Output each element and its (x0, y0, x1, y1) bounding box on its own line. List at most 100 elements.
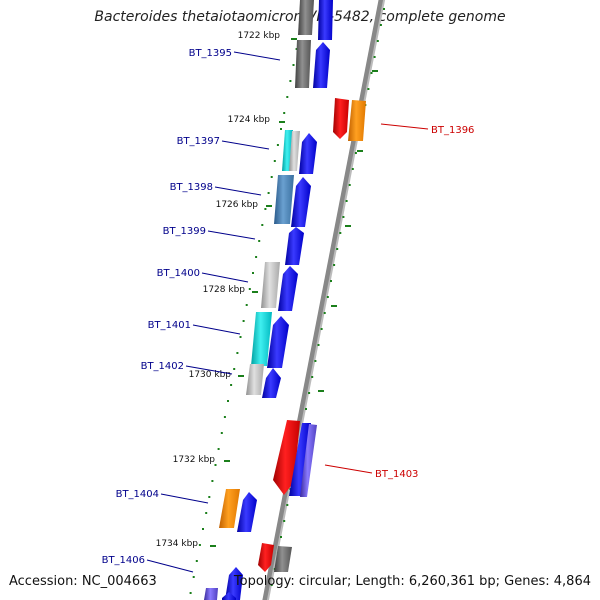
gene-leader-line (192, 324, 241, 335)
guide-dot (379, 24, 382, 26)
guide-dot (289, 80, 292, 82)
gene-leader-line (324, 464, 373, 474)
gene-block[interactable] (274, 175, 294, 224)
guide-dot (348, 184, 351, 186)
gene-arrow[interactable] (267, 316, 289, 368)
guide-dot (320, 328, 323, 330)
guide-dot (367, 88, 370, 90)
gene-label[interactable]: BT_1398 (170, 182, 213, 193)
gene-arrow[interactable] (225, 567, 243, 600)
gene-labels: BT_1395 BT_1396 BT_1397 BT_1398 BT_1399 BT_14… (102, 48, 474, 573)
guide-dot (270, 584, 273, 586)
gene-arrow[interactable] (313, 42, 330, 88)
guide-dot (280, 128, 282, 130)
guide-dot (261, 224, 264, 226)
gene-label[interactable]: BT_1400 (157, 268, 200, 279)
guide-dot (370, 72, 373, 74)
gene-label[interactable]: BT_1399 (163, 226, 206, 237)
gene-leader-line (214, 186, 262, 196)
genome-backbone (262, 0, 384, 600)
gene-block[interactable] (251, 312, 272, 366)
guide-dot (208, 496, 211, 498)
gene-label[interactable]: BT_1395 (189, 48, 232, 59)
guide-dot (230, 384, 233, 386)
guide-dot (248, 288, 251, 290)
gene-block[interactable] (348, 100, 366, 141)
guide-dot (192, 576, 195, 578)
guide-dot (336, 248, 339, 250)
gene-block[interactable] (204, 588, 218, 600)
gene-arrow[interactable] (237, 492, 257, 532)
guide-dot (195, 560, 198, 562)
guide-dot (267, 192, 270, 194)
guide-dot (333, 264, 336, 266)
tick-mark (291, 38, 297, 40)
guide-dot (330, 280, 332, 282)
guide-dot (373, 56, 376, 58)
guide-dot (305, 408, 307, 410)
guide-dot (326, 296, 329, 298)
gene-arrow[interactable] (258, 543, 274, 572)
guide-dot (314, 360, 317, 362)
gene-arrow[interactable] (222, 592, 236, 600)
guide-dot (283, 112, 286, 114)
kbp-tick-label: 1726 kbp (216, 200, 259, 210)
gene-arrow[interactable] (318, 0, 333, 40)
gene-arrow[interactable] (299, 133, 317, 174)
guide-dot (211, 480, 214, 482)
tick-mark (357, 150, 363, 152)
guide-dot (255, 256, 258, 258)
tick-mark (331, 305, 337, 307)
tick-mark (372, 70, 378, 72)
gene-block[interactable] (261, 262, 280, 308)
guide-dot (202, 528, 204, 530)
gene-block[interactable] (300, 424, 317, 497)
gene-arrow[interactable] (285, 227, 304, 265)
tick-mark (252, 291, 258, 293)
gene-leader-line (207, 230, 256, 240)
guide-dot (233, 368, 236, 370)
gene-arrow[interactable] (333, 98, 349, 139)
guide-dot (317, 344, 320, 346)
guide-dot (311, 376, 314, 378)
kbp-tick-label: 1722 kbp (238, 31, 281, 41)
gene-block[interactable] (295, 40, 311, 88)
genome-backbone-shadow (266, 0, 386, 600)
guide-dot (217, 448, 220, 450)
kbp-tick-label: 1730 kbp (189, 370, 232, 380)
gene-label[interactable]: BT_1402 (141, 361, 184, 372)
gene-leader-line (160, 493, 209, 504)
gene-arrow[interactable] (291, 177, 311, 227)
gene-label[interactable]: BT_1406 (102, 555, 145, 566)
guide-dot (189, 592, 192, 594)
gene-label[interactable]: BT_1404 (116, 489, 159, 500)
kbp-tick-label: 1724 kbp (228, 115, 271, 125)
kbp-tick-label: 1728 kbp (203, 285, 246, 295)
guide-dot (214, 464, 217, 466)
gene-label[interactable]: BT_1403 (375, 469, 418, 480)
guide-dot (264, 208, 267, 210)
tick-mark (318, 390, 324, 392)
tick-mark (224, 460, 230, 462)
gene-block[interactable] (274, 546, 292, 572)
guide-dot (227, 400, 229, 402)
guide-dot (342, 216, 345, 218)
guide-dot (198, 544, 201, 546)
gene-arrow[interactable] (262, 368, 281, 398)
guide-dot (354, 152, 357, 154)
gene-arrow[interactable] (289, 423, 311, 496)
gene-leader-line (146, 559, 194, 573)
guide-dot (252, 272, 254, 274)
guide-dot (345, 200, 348, 202)
guide-dot (258, 240, 261, 242)
accession-text: Accession: NC_004663 (9, 574, 157, 589)
gene-label[interactable]: BT_1401 (148, 320, 191, 331)
gene-block[interactable] (298, 0, 314, 35)
gene-label[interactable]: BT_1397 (177, 136, 220, 147)
gene-block[interactable] (289, 131, 300, 171)
gene-block[interactable] (246, 364, 264, 395)
gene-label[interactable]: BT_1396 (431, 125, 474, 136)
gene-block[interactable] (219, 489, 240, 528)
gene-arrow[interactable] (278, 266, 298, 311)
